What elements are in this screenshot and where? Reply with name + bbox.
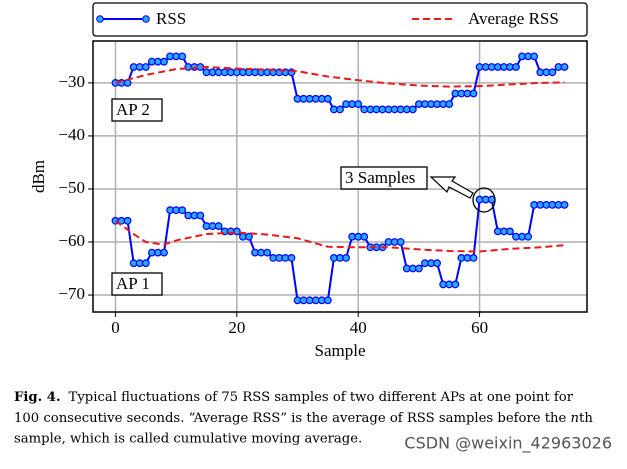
rss-point [433,259,442,268]
rss-point [512,63,520,71]
rss-point [245,232,253,241]
x-tick-label: 60 [471,318,488,337]
rss-point [408,105,417,114]
average-line [115,65,565,88]
rss-point [445,100,454,109]
rss-point [263,248,272,257]
ap-label-box [111,98,163,122]
legend-label: Average RSS [468,9,559,28]
caption: Fig. 4. Typical fluctuations of 75 RSS sa… [14,390,574,405]
rss-point [123,216,132,225]
watermark: CSDN @weixin_42963026 [404,434,612,454]
rss-point [524,232,533,241]
plot-frame [92,40,588,313]
rss-point [178,52,187,61]
caption-text: Typical fluctuations of 75 RSS samples o… [69,390,574,405]
rss-point [342,254,350,262]
legend-box [92,2,588,37]
rss-point [323,296,332,305]
rss-point [232,227,241,236]
y-tick-label: −60 [58,231,85,250]
y-axis-label: dBm [29,160,48,193]
rss-point [530,52,539,61]
rss-point [160,57,168,66]
rss-point [141,259,150,268]
caption-label: Fig. 4. [14,390,61,405]
ap-label-box [111,272,163,296]
rss-point [141,63,150,71]
y-tick-label: −40 [58,125,85,144]
rss-point [560,63,569,71]
rss-point [396,238,405,246]
y-tick-label: −70 [58,284,85,303]
legend-swatch [96,15,104,23]
ap-label: AP 1 [116,274,150,293]
rss-point [469,89,478,98]
rss-point [160,248,168,257]
rss-point [323,94,332,103]
annotation: 3 Samples [345,168,415,187]
rss-point [560,200,569,209]
x-tick-label: 0 [111,318,120,337]
rss-point [360,232,369,241]
rss-point [469,254,478,262]
annotation-box [340,166,428,190]
caption-text: n [571,411,580,426]
caption-text: th [579,411,593,426]
x-tick-label: 20 [228,318,245,337]
rss-point [487,195,496,204]
rss-point [548,68,557,77]
legend-swatch [142,15,150,23]
arrow [429,176,474,199]
rss-point [354,100,363,109]
x-axis-label: Sample [315,341,366,360]
caption: 100 consecutive seconds. “Average RSS” i… [14,411,593,426]
rss-point [451,280,460,289]
caption: sample, which is called cumulative movin… [14,432,362,447]
x-tick-label: 40 [350,318,367,337]
legend-label: RSS [156,9,186,28]
caption-text: 100 consecutive seconds. “Average RSS” i… [14,411,571,426]
y-tick-label: −30 [58,72,85,91]
average-line [114,219,565,253]
highlight [472,187,496,213]
rss-point [178,206,187,215]
rss-point [214,222,223,230]
rss-point [414,264,423,273]
rss-point [506,227,514,236]
rss-point [287,254,296,262]
y-tick-label: −50 [58,178,85,197]
ap-label: AP 2 [116,100,150,119]
rss-point [196,211,205,220]
rss-point [336,105,344,114]
